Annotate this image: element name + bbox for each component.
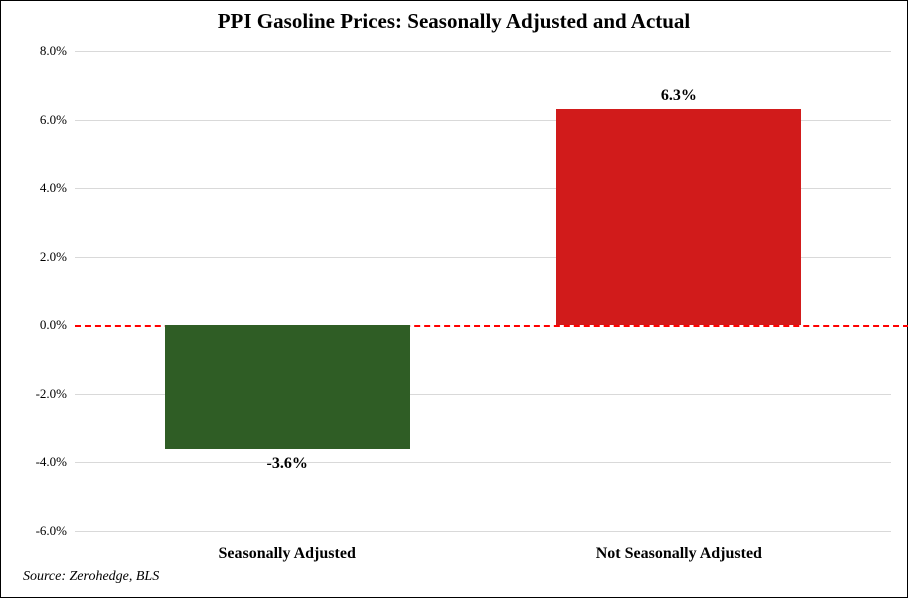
y-tick-label: 8.0% <box>40 43 67 59</box>
y-tick-label: -4.0% <box>36 454 67 470</box>
y-tick-label: 2.0% <box>40 249 67 265</box>
gridline <box>75 462 891 463</box>
bar-value-label: 6.3% <box>661 87 697 105</box>
source-text: Source: Zerohedge, BLS <box>23 569 159 585</box>
bar-chart: PPI Gasoline Prices: Seasonally Adjusted… <box>0 0 908 598</box>
gridline <box>75 51 891 52</box>
y-tick-label: 0.0% <box>40 317 67 333</box>
plot-area: -6.0%-4.0%-2.0%0.0%2.0%4.0%6.0%8.0%-3.6%… <box>75 51 891 531</box>
y-tick-label: 6.0% <box>40 112 67 128</box>
bar <box>165 325 410 448</box>
bar-value-label: -3.6% <box>266 455 307 473</box>
gridline <box>75 531 891 532</box>
y-tick-label: -2.0% <box>36 386 67 402</box>
bar <box>556 109 801 325</box>
y-tick-label: 4.0% <box>40 180 67 196</box>
x-tick-label: Seasonally Adjusted <box>218 545 355 563</box>
y-tick-label: -6.0% <box>36 523 67 539</box>
x-tick-label: Not Seasonally Adjusted <box>596 545 762 563</box>
chart-title: PPI Gasoline Prices: Seasonally Adjusted… <box>1 9 907 34</box>
